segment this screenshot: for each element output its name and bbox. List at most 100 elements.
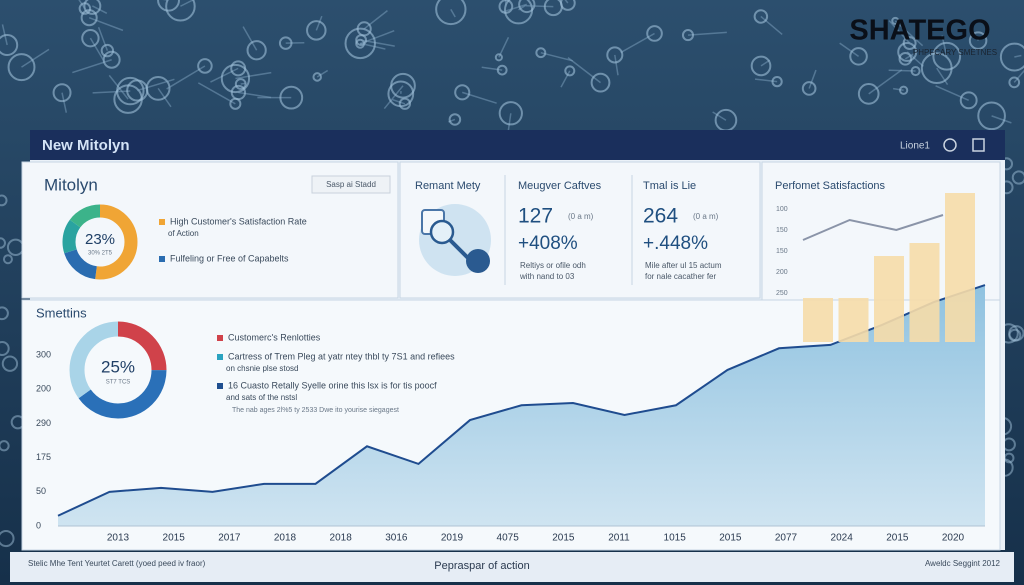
settings-donut-sublabel: ST7 TCS bbox=[106, 380, 131, 386]
molecule-bond bbox=[760, 15, 783, 35]
molecule-bond bbox=[941, 35, 948, 57]
molecule-atom bbox=[81, 28, 100, 48]
y-axis-label: 300 bbox=[36, 349, 51, 359]
molecule-atom bbox=[0, 440, 10, 452]
molecule-atom bbox=[7, 53, 36, 82]
molecule-bond bbox=[238, 91, 272, 99]
molecule-bond bbox=[462, 91, 497, 104]
metrics-icon-handle bbox=[448, 238, 470, 260]
x-axis-label: 2011 bbox=[608, 533, 630, 544]
molecule-atom bbox=[771, 75, 783, 88]
molecule-atom bbox=[234, 78, 247, 90]
legend-swatch bbox=[217, 354, 223, 360]
molecule-atom bbox=[535, 47, 547, 59]
trend-line bbox=[57, 284, 986, 517]
logo-name: SHATEGO bbox=[849, 15, 990, 47]
molecule-bond bbox=[936, 67, 949, 86]
molecule-bond bbox=[21, 48, 50, 68]
legend-text: Cartress of Trem Pleg at yatr ntey thbl … bbox=[228, 351, 455, 361]
logo-tagline: PHPFCARY SMETNES bbox=[913, 48, 997, 57]
molecule-atom bbox=[355, 34, 368, 47]
performance-bar bbox=[838, 298, 869, 342]
header-title: New Mitolyn bbox=[42, 137, 130, 154]
molecule-atom bbox=[126, 79, 149, 102]
legend-text: and sats of the nstsl bbox=[226, 393, 297, 402]
molecule-bond bbox=[235, 71, 272, 80]
molecule-atom bbox=[278, 36, 293, 50]
molecule-atom bbox=[898, 85, 909, 95]
header-user[interactable]: Lione1 bbox=[900, 141, 930, 152]
molecule-atom bbox=[454, 84, 471, 101]
metric-note: Mile after ul 15 actum bbox=[645, 261, 722, 270]
x-axis-label: 2024 bbox=[831, 533, 854, 544]
molecule-bond bbox=[906, 51, 924, 67]
y-axis-label: 50 bbox=[36, 486, 46, 496]
metric-unit: (0 a m) bbox=[693, 212, 719, 221]
y-axis-label: 0 bbox=[36, 520, 41, 530]
molecule-atom bbox=[498, 0, 514, 14]
molecule-atom bbox=[448, 113, 462, 126]
x-axis-label: 2015 bbox=[719, 533, 742, 544]
x-axis-label: 2017 bbox=[218, 533, 241, 544]
footer-right: Aweldc Seggint 2012 bbox=[925, 559, 1001, 568]
molecule-bond bbox=[61, 92, 68, 113]
metric-change: +408% bbox=[518, 233, 578, 254]
donut-segment bbox=[69, 321, 167, 419]
molecule-atom bbox=[78, 2, 92, 15]
performance-axis-label: 200 bbox=[776, 269, 788, 276]
molecule-bond bbox=[108, 74, 129, 100]
molecule-atom bbox=[246, 40, 267, 61]
molecule-atom bbox=[518, 0, 536, 14]
molecule-atom bbox=[165, 0, 196, 22]
performance-bar bbox=[803, 298, 833, 342]
x-axis-label: 2018 bbox=[330, 533, 353, 544]
molecule-atom bbox=[0, 194, 8, 207]
summary-donut-sublabel: 30% 2T5 bbox=[88, 251, 113, 257]
performance-axis-label: 150 bbox=[776, 227, 788, 234]
molecule-atom bbox=[52, 83, 72, 103]
molecule-bond bbox=[89, 37, 105, 62]
summary-button-label[interactable]: Sasp ai Stadd bbox=[326, 180, 376, 189]
molecule-bond bbox=[315, 15, 323, 31]
y-axis-label: 290 bbox=[36, 418, 51, 428]
molecule-bond bbox=[210, 67, 239, 83]
legend-swatch bbox=[159, 256, 165, 262]
x-axis-label: 2015 bbox=[886, 533, 909, 544]
footer-left: Stelic Mhe Tent Yeurtet Carett (yoed pee… bbox=[28, 559, 206, 568]
molecule-atom bbox=[312, 72, 322, 82]
molecule-bond bbox=[567, 57, 601, 84]
x-axis-label: 2019 bbox=[441, 533, 464, 544]
molecule-atom bbox=[435, 0, 467, 26]
molecule-bond bbox=[392, 98, 406, 105]
legend-swatch bbox=[217, 383, 223, 389]
molecule-bond bbox=[991, 115, 1012, 124]
x-axis-label: 2077 bbox=[775, 533, 798, 544]
molecule-bond bbox=[501, 3, 528, 13]
metric-title: Tmal is Lie bbox=[643, 180, 696, 192]
molecule-bond bbox=[868, 69, 903, 95]
molecule-atom bbox=[681, 29, 695, 42]
molecule-atom bbox=[1, 355, 19, 372]
legend-text: Fulfeling or Free of Capabelts bbox=[170, 253, 289, 263]
calendar-icon[interactable] bbox=[972, 138, 985, 152]
molecule-atom bbox=[968, 31, 988, 50]
legend-text: High Customer's Satisfaction Rate bbox=[170, 216, 307, 226]
y-axis-label: 200 bbox=[36, 384, 51, 394]
molecule-bond bbox=[383, 85, 404, 110]
molecule-bond bbox=[197, 82, 236, 105]
summary-button[interactable] bbox=[311, 175, 391, 194]
molecule-bond bbox=[839, 42, 859, 57]
header-bar bbox=[30, 130, 1005, 160]
donut-segment bbox=[62, 204, 138, 280]
molecule-atom bbox=[590, 72, 611, 93]
molecule-atom bbox=[543, 0, 563, 17]
molecule-atom bbox=[100, 43, 115, 58]
molecule-bond bbox=[1014, 54, 1022, 58]
molecule-bond bbox=[564, 0, 569, 4]
molecule-bond bbox=[72, 59, 112, 74]
molecule-bond bbox=[242, 26, 258, 51]
footer-center: Pepraspar of action bbox=[434, 560, 529, 572]
molecule-atom bbox=[902, 36, 917, 51]
settings-icon[interactable] bbox=[943, 138, 957, 152]
metric-change: +.448% bbox=[643, 233, 708, 254]
